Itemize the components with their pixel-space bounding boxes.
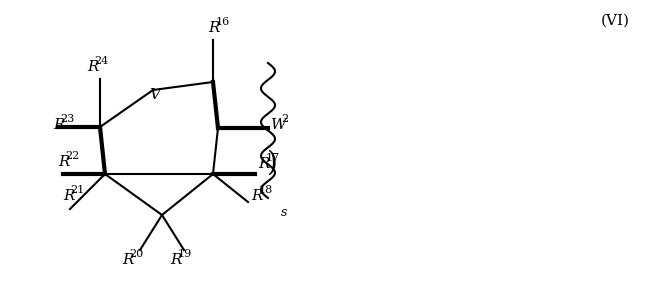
Text: 19: 19	[177, 249, 191, 259]
Text: (VI): (VI)	[601, 14, 630, 28]
Text: R: R	[87, 60, 99, 74]
Text: 24: 24	[94, 56, 108, 66]
Text: R: R	[58, 155, 69, 169]
Text: V: V	[150, 88, 161, 102]
Text: 17: 17	[265, 153, 279, 163]
Text: W: W	[271, 118, 287, 132]
Text: R: R	[258, 157, 270, 171]
Text: 22: 22	[65, 151, 80, 161]
Text: s: s	[281, 206, 287, 219]
Text: 18: 18	[258, 185, 272, 195]
Text: R: R	[170, 253, 182, 267]
Text: ): )	[266, 150, 276, 177]
Text: R: R	[122, 253, 133, 267]
Text: 23: 23	[60, 114, 74, 124]
Text: 21: 21	[70, 185, 84, 195]
Text: R: R	[53, 118, 65, 132]
Text: R: R	[251, 189, 263, 203]
Text: 20: 20	[129, 249, 144, 259]
Text: R: R	[63, 189, 74, 203]
Text: 16: 16	[215, 17, 229, 27]
Text: R: R	[208, 21, 219, 35]
Text: 2: 2	[281, 114, 288, 124]
